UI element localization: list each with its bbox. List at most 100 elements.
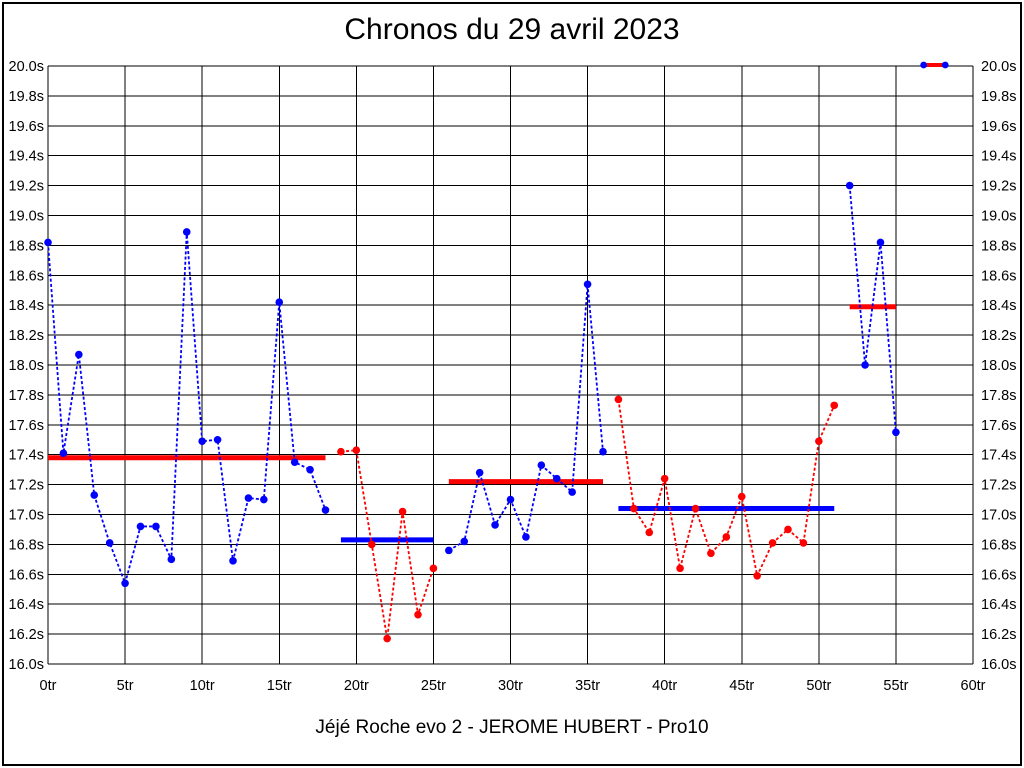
y-tick-label-right: 18.4s — [981, 298, 1016, 314]
data-point — [90, 491, 99, 499]
data-point — [707, 549, 715, 558]
y-tick-label-right: 18.2s — [981, 328, 1016, 344]
data-point — [152, 522, 160, 531]
y-tick-label-right: 16.6s — [981, 567, 1016, 583]
data-point — [367, 540, 376, 549]
x-tick-label: 10tr — [190, 678, 215, 694]
chart-subtitle: Jéjé Roche evo 2 - JEROME HUBERT - Pro10 — [315, 717, 709, 738]
data-point — [105, 539, 114, 547]
y-tick-label-right: 19.6s — [981, 119, 1016, 135]
data-point — [830, 401, 839, 410]
y-tick-label-right: 18.0s — [981, 358, 1016, 374]
data-point — [768, 539, 777, 547]
x-tick-label: 40tr — [652, 678, 677, 694]
y-tick-label-left: 18.4s — [9, 298, 44, 314]
data-point — [445, 546, 453, 555]
data-point — [75, 350, 83, 359]
x-tick-label: 0tr — [40, 678, 57, 694]
data-point — [614, 395, 623, 404]
y-tick-label-left: 17.2s — [9, 478, 44, 494]
data-point — [506, 495, 515, 504]
data-point — [537, 461, 546, 469]
data-point — [876, 238, 885, 247]
y-tick-label-left: 16.4s — [9, 597, 44, 613]
data-point — [691, 504, 700, 513]
data-point — [352, 446, 361, 455]
data-point — [383, 634, 391, 643]
y-tick-label-left: 19.6s — [9, 119, 44, 135]
y-tick-label-right: 19.4s — [981, 149, 1016, 165]
data-point — [583, 280, 592, 289]
x-tick-label: 20tr — [344, 678, 369, 694]
y-tick-label-right: 16.2s — [981, 627, 1016, 643]
data-point — [722, 533, 731, 541]
data-point — [460, 537, 469, 546]
y-tick-label-right: 16.8s — [981, 537, 1016, 553]
y-tick-label-left: 18.8s — [9, 238, 44, 254]
series-line-manche-1 — [47, 231, 327, 587]
x-tick-label: 30tr — [498, 678, 523, 694]
data-point — [753, 571, 761, 580]
data-point — [306, 465, 314, 474]
series-line-manche-3 — [448, 284, 604, 552]
data-point — [121, 579, 129, 588]
x-tick-label: 50tr — [806, 678, 831, 694]
x-tick-label: 15tr — [267, 678, 292, 694]
data-point — [275, 298, 284, 307]
y-tick-label-left: 19.2s — [9, 179, 44, 195]
y-tick-label-left: 17.8s — [9, 388, 44, 404]
y-tick-label-left: 16.8s — [9, 537, 44, 553]
data-point — [522, 533, 530, 541]
data-point — [552, 474, 561, 483]
chart-title: Chronos du 29 avril 2023 — [344, 13, 680, 46]
y-tick-label-right: 17.2s — [981, 478, 1016, 494]
y-tick-label-right: 16.0s — [981, 657, 1016, 673]
y-tick-label-left: 20.0s — [9, 59, 44, 75]
y-tick-label-left: 19.8s — [9, 89, 44, 105]
x-tick-label: 35tr — [575, 678, 600, 694]
data-point — [630, 504, 638, 513]
data-point — [182, 228, 191, 236]
x-tick-label: 55tr — [883, 678, 908, 694]
data-point — [676, 564, 684, 573]
data-point — [645, 528, 654, 537]
y-tick-label-left: 19.0s — [9, 209, 44, 225]
y-tick-label-left: 16.6s — [9, 567, 44, 583]
y-tick-label-right: 17.6s — [981, 418, 1016, 434]
y-tick-label-right: 17.0s — [981, 508, 1016, 524]
x-tick-label: 25tr — [421, 678, 446, 694]
data-point — [475, 468, 484, 477]
data-point — [398, 507, 407, 516]
data-point — [229, 557, 237, 565]
y-tick-label-left: 18.6s — [9, 268, 44, 284]
y-tick-label-right: 16.4s — [981, 597, 1016, 613]
data-point — [568, 488, 576, 496]
y-tick-label-left: 17.4s — [9, 448, 44, 464]
y-tick-label-right: 17.8s — [981, 388, 1016, 404]
data-point — [290, 458, 299, 466]
y-tick-label-left: 17.0s — [9, 508, 44, 524]
y-tick-label-right: 19.0s — [981, 209, 1016, 225]
data-point — [244, 494, 253, 502]
data-point — [429, 564, 438, 573]
y-tick-label-left: 18.2s — [9, 328, 44, 344]
y-tick-label-right: 18.6s — [981, 268, 1016, 284]
data-point — [260, 495, 268, 504]
y-tick-label-right: 17.4s — [981, 448, 1016, 464]
series-line-manche-4 — [617, 399, 836, 579]
series-line-manche-5 — [848, 185, 897, 433]
y-tick-label-left: 19.4s — [9, 149, 44, 165]
data-point — [337, 447, 345, 456]
legend-dot-icon — [920, 61, 928, 69]
x-tick-label: 60tr — [961, 678, 986, 694]
y-tick-label-left: 17.6s — [9, 418, 44, 434]
data-point — [845, 181, 854, 190]
data-point — [815, 437, 823, 446]
y-tick-label-right: 20.0s — [981, 59, 1016, 75]
data-point — [213, 435, 222, 444]
y-tick-label-left: 16.0s — [9, 657, 44, 673]
y-tick-label-right: 19.2s — [981, 179, 1016, 195]
data-point — [321, 506, 330, 514]
